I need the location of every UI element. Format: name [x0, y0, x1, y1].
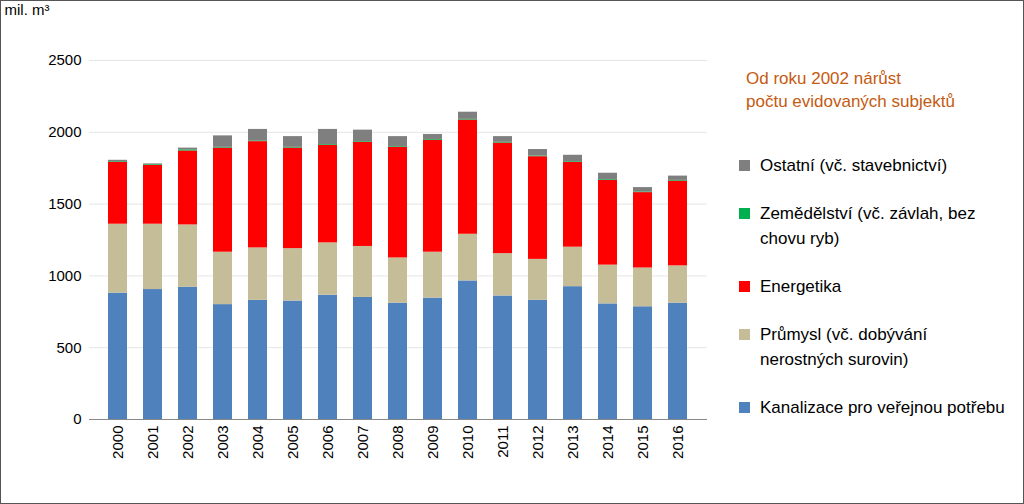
- svg-text:2008: 2008: [389, 426, 406, 459]
- svg-text:2006: 2006: [319, 426, 336, 459]
- svg-text:2002: 2002: [179, 426, 196, 459]
- html-text:Od roku 2002 nárůst počtu evid: Od roku 2002 nárůst počtu evidovaných su…: [746, 69, 955, 111]
- svg-text:2016: 2016: [669, 426, 686, 459]
- svg-text:2000: 2000: [48, 123, 81, 140]
- svg-text:2013: 2013: [564, 426, 581, 459]
- svg-text:0: 0: [73, 410, 81, 427]
- svg-text:2009: 2009: [424, 426, 441, 459]
- svg-text:2011: 2011: [494, 426, 511, 458]
- svg-text:2007: 2007: [354, 426, 371, 459]
- svg-text:2012: 2012: [529, 426, 546, 459]
- html-text:Průmysl (vč. dobývání nerostný: Průmysl (vč. dobývání nerostných surovin…: [760, 325, 928, 369]
- svg-text:2005: 2005: [284, 426, 301, 459]
- svg-text:2004: 2004: [249, 426, 266, 459]
- svg-text:2014: 2014: [599, 426, 616, 459]
- svg-text:2015: 2015: [634, 426, 651, 459]
- html-text:Ostatní (vč. stavebnictví): Ostatní (vč. stavebnictví): [760, 156, 948, 175]
- svg-text:1000: 1000: [48, 267, 81, 284]
- svg-text:2000: 2000: [109, 426, 126, 459]
- svg-text:2010: 2010: [459, 426, 476, 459]
- html-text:Energetika: Energetika: [760, 277, 842, 296]
- svg-text:2001: 2001: [144, 426, 161, 459]
- html-text:Kanalizace pro veřejnou potřeb: Kanalizace pro veřejnou potřebu: [760, 398, 1005, 417]
- html-text:Zemědělství (vč. závlah, bez c: Zemědělství (vč. závlah, bez chovu ryb): [760, 204, 976, 248]
- svg-text:2500: 2500: [48, 51, 81, 68]
- svg-text:2003: 2003: [214, 426, 231, 459]
- svg-text:500: 500: [56, 339, 81, 356]
- svg-text:mil. m³: mil. m³: [5, 1, 50, 18]
- svg-text:1500: 1500: [48, 195, 81, 212]
